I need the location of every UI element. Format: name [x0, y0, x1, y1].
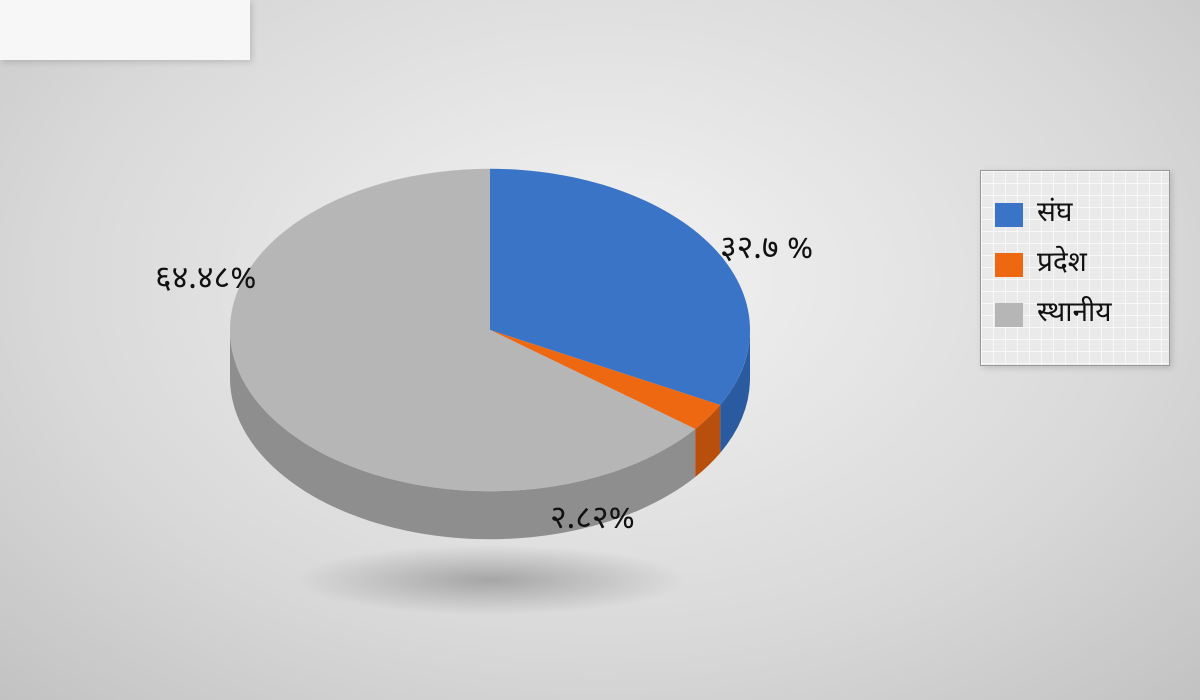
slice-label-sthaniya: ६४.४८%: [155, 260, 257, 302]
slice-label-sangha: ३२.७ %: [720, 230, 813, 272]
legend-label-pradesh: प्रदेश: [1037, 247, 1087, 283]
legend-label-sthaniya: स्थानीय: [1037, 297, 1112, 333]
legend-swatch-pradesh: [995, 253, 1023, 277]
pie-drop-shadow: [210, 520, 770, 640]
slice-label-pradesh: २.८२%: [550, 500, 635, 542]
legend-swatch-sangha: [995, 203, 1023, 227]
legend-item-pradesh: प्रदेश: [995, 247, 1155, 283]
legend: संघ प्रदेश स्थानीय: [980, 170, 1170, 366]
pie-chart: [210, 80, 810, 620]
legend-item-sthaniya: स्थानीय: [995, 297, 1155, 333]
legend-item-sangha: संघ: [995, 197, 1155, 233]
top-white-bar: [0, 0, 250, 60]
legend-swatch-sthaniya: [995, 303, 1023, 327]
legend-label-sangha: संघ: [1037, 197, 1072, 233]
